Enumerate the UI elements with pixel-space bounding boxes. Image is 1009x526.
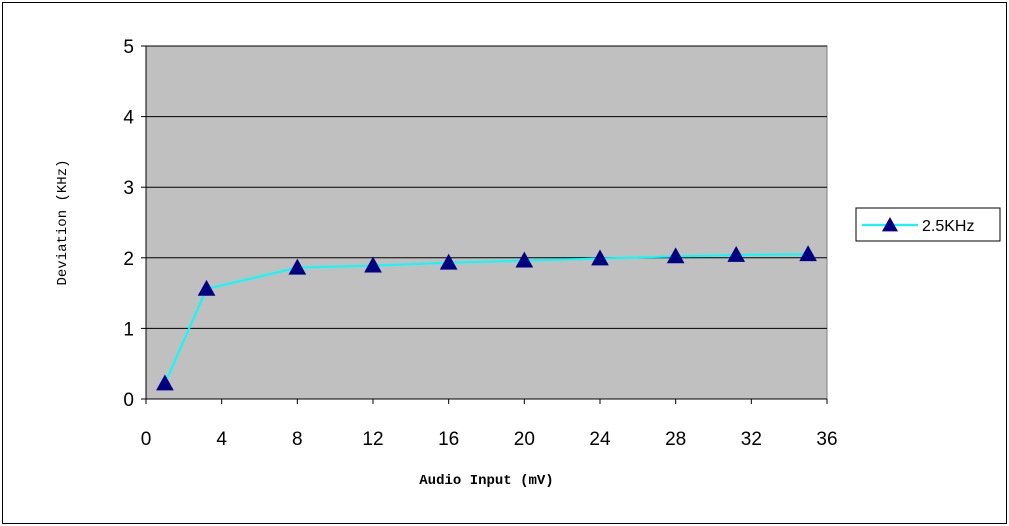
data-point-marker — [364, 256, 382, 273]
x-tick-label: 16 — [438, 429, 459, 450]
axes — [141, 45, 828, 404]
y-tick-labels: 0 1 2 3 4 5 — [123, 37, 134, 411]
y-tick-label: 1 — [123, 319, 134, 340]
data-point-marker — [197, 279, 216, 296]
data-point-marker — [591, 249, 609, 266]
y-tick-label: 5 — [123, 37, 134, 58]
legend-marker-triangle-icon — [882, 217, 898, 232]
plot-area — [145, 45, 828, 400]
y-tick-label: 2 — [123, 249, 134, 270]
data-point-marker — [799, 245, 817, 262]
x-tick-label: 4 — [216, 429, 227, 450]
data-point-marker — [156, 374, 174, 391]
x-tick-labels: 0 4 8 12 16 20 24 28 32 36 — [141, 429, 838, 450]
y-tick-label: 0 — [123, 390, 134, 411]
gridlines — [146, 45, 827, 329]
y-axis-title: Deviation (KHz) — [55, 159, 71, 285]
data-point-marker — [439, 253, 458, 270]
data-point-marker — [288, 258, 307, 275]
x-tick-label: 36 — [816, 429, 837, 450]
data-point-marker — [666, 247, 685, 264]
x-tick-label: 8 — [292, 429, 303, 450]
data-point-marker — [515, 251, 534, 268]
x-tick-label: 28 — [665, 429, 686, 450]
data-point-marker — [727, 245, 746, 262]
x-tick-label: 0 — [141, 429, 152, 450]
legend: 2.5KHz — [855, 207, 1001, 242]
y-tick-label: 3 — [123, 178, 134, 199]
legend-box — [855, 207, 1001, 242]
x-tick-label: 20 — [514, 429, 535, 450]
x-axis-title: Audio Input (mV) — [419, 473, 553, 489]
x-tick-label: 12 — [362, 429, 383, 450]
x-tick-label: 24 — [589, 429, 611, 450]
y-tick-label: 4 — [123, 108, 134, 129]
x-tick-label: 32 — [741, 429, 762, 450]
series-group — [156, 245, 817, 391]
series-line — [164, 253, 809, 384]
legend-label: 2.5KHz — [922, 218, 974, 235]
